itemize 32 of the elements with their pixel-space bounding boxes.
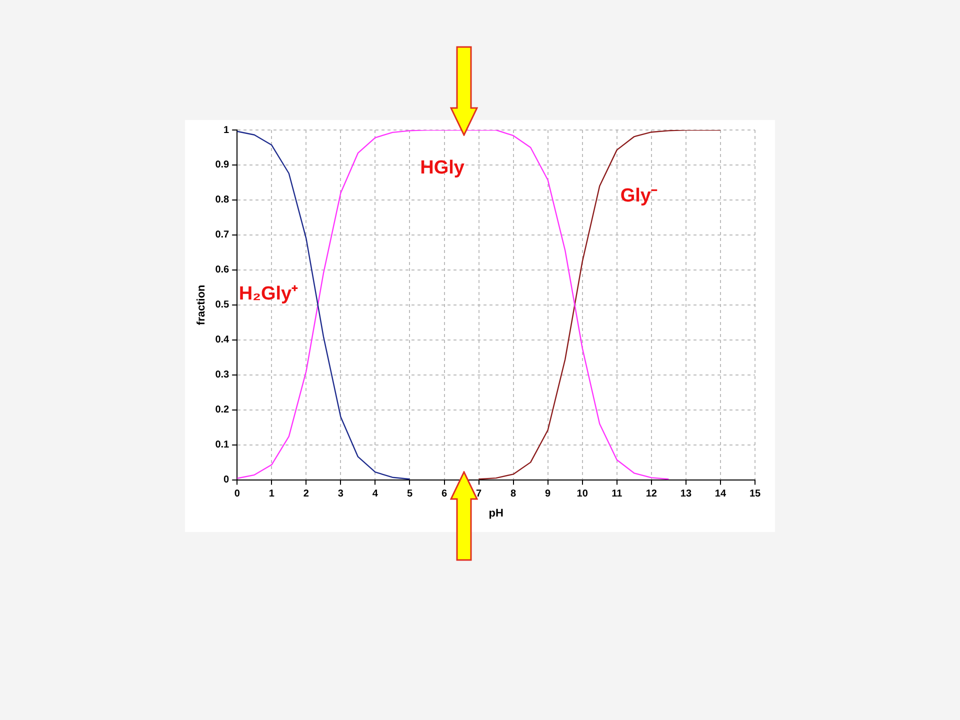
y-axis-title: fraction — [196, 284, 208, 326]
x-tick-label: 9 — [545, 488, 552, 500]
x-tick-label: 0 — [234, 488, 240, 500]
x-tick-label: 12 — [646, 488, 658, 500]
x-tick-label: 7 — [476, 488, 482, 500]
x-tick-label: 4 — [372, 488, 378, 500]
series-label: HGly — [420, 158, 465, 179]
y-tick-label: 0.7 — [215, 230, 230, 241]
x-tick-label: 10 — [576, 488, 588, 500]
x-tick-label: 2 — [303, 488, 310, 500]
y-tick-label: 0.3 — [215, 370, 230, 381]
y-tick-label: 1 — [224, 124, 230, 136]
x-tick-label: 5 — [406, 488, 413, 500]
x-axis-title: pH — [488, 507, 504, 520]
y-tick-label: 0 — [224, 474, 230, 486]
y-tick-label: 0.5 — [215, 300, 230, 311]
x-tick-label: 15 — [749, 488, 761, 500]
x-tick-label: 1 — [268, 488, 275, 500]
x-tick-label: 8 — [510, 488, 517, 500]
x-tick-label: 13 — [680, 488, 692, 500]
y-tick-label: 0.1 — [215, 440, 230, 451]
x-tick-label: 3 — [338, 488, 344, 500]
series-label: H₂Gly⁺ — [238, 284, 299, 305]
y-tick-label: 0.8 — [215, 194, 230, 206]
series-label: Gly⁻ — [620, 186, 658, 207]
x-tick-label: 11 — [612, 488, 623, 500]
y-tick-label: 0.9 — [215, 160, 230, 171]
y-tick-label: 0.4 — [215, 334, 230, 346]
y-tick-label: 0.6 — [215, 264, 230, 276]
x-tick-label: 14 — [714, 488, 726, 500]
x-tick-label: 6 — [441, 488, 448, 500]
y-tick-label: 0.2 — [215, 404, 230, 416]
